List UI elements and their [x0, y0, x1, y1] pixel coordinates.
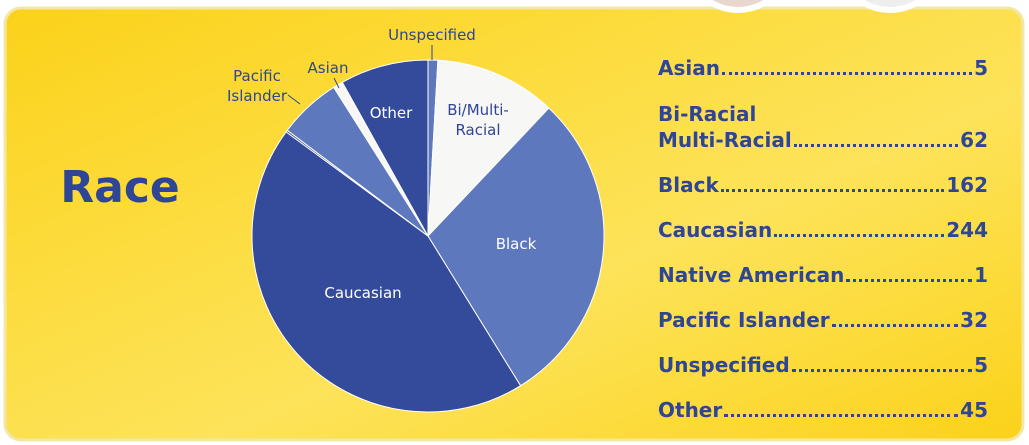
list-row: Native American 1 — [658, 243, 988, 288]
list-value: 162 — [946, 172, 988, 198]
list-value: 244 — [946, 217, 988, 243]
list-row: Asian 5 — [658, 36, 988, 81]
dot-leader — [774, 234, 944, 237]
list-label: Unspecified — [658, 352, 790, 378]
slice-label: Other — [370, 104, 413, 122]
list-label: Pacific Islander — [658, 307, 830, 333]
list-value: 1 — [974, 262, 988, 288]
list-label: Native American — [658, 262, 844, 288]
list-row: Caucasian 244 — [658, 198, 988, 243]
list-value: 45 — [960, 397, 988, 423]
dot-leader — [792, 369, 972, 372]
list-value: 62 — [960, 127, 988, 153]
list-value: 5 — [974, 352, 988, 378]
list-row: Other 45 — [658, 378, 988, 423]
slice-label: Unspecified — [388, 26, 476, 44]
list-row: Black 162 — [658, 153, 988, 198]
dot-leader — [832, 324, 959, 327]
list-label: Caucasian — [658, 217, 772, 243]
list-label: Asian — [658, 55, 720, 81]
slice-label: Asian — [308, 59, 349, 77]
list-label: Black — [658, 172, 719, 198]
slice-label: Black — [496, 235, 537, 253]
list-row: Pacific Islander 32 — [658, 288, 988, 333]
dot-leader — [794, 144, 958, 147]
dot-leader — [846, 279, 972, 282]
dot-leader — [724, 414, 958, 417]
list-value: 32 — [960, 307, 988, 333]
list-row: Bi-Racial Multi-Racial 62 — [658, 81, 988, 153]
slice-label: Caucasian — [324, 284, 401, 302]
list-label: Other — [658, 397, 722, 423]
dot-leader — [722, 72, 972, 75]
list-value: 5 — [974, 55, 988, 81]
list-row: Unspecified 5 — [658, 333, 988, 378]
list-label: Bi-Racial Multi-Racial — [658, 101, 792, 153]
chart-title: Race — [60, 162, 180, 213]
page: Race UnspecifiedBi/Multi-RacialBlackCauc… — [0, 0, 1029, 445]
dot-leader — [721, 189, 944, 192]
